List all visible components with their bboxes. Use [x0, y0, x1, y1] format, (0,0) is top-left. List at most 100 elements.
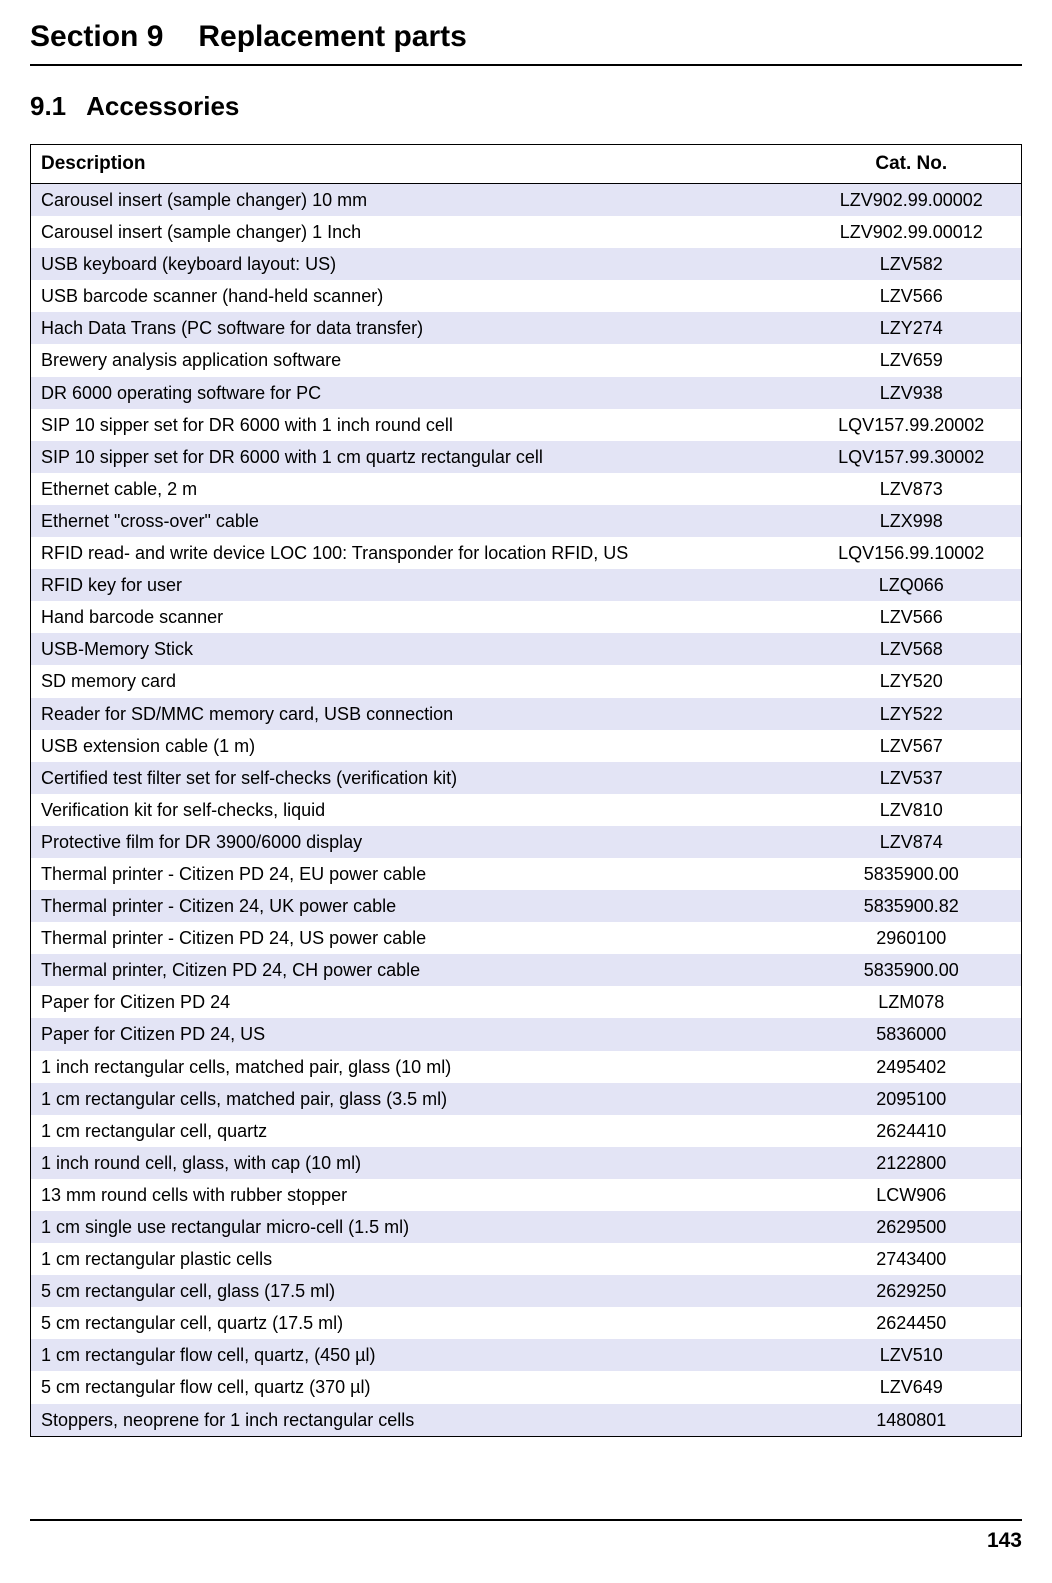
cell-description: Carousel insert (sample changer) 10 mm	[31, 184, 802, 217]
table-row: 1 cm rectangular cells, matched pair, gl…	[31, 1083, 1022, 1115]
subsection-number: 9.1	[30, 91, 66, 122]
cell-catno: LZV873	[802, 473, 1022, 505]
cell-description: USB barcode scanner (hand-held scanner)	[31, 280, 802, 312]
table-row: 1 cm rectangular plastic cells2743400	[31, 1243, 1022, 1275]
cell-catno: LZV938	[802, 377, 1022, 409]
cell-catno: 5836000	[802, 1018, 1022, 1050]
header-description: Description	[31, 145, 802, 184]
cell-description: Paper for Citizen PD 24	[31, 986, 802, 1018]
page: Section 9Replacement parts 9.1 Accessorie…	[0, 0, 1052, 1583]
cell-description: 1 cm rectangular flow cell, quartz, (450…	[31, 1339, 802, 1371]
cell-description: 1 inch round cell, glass, with cap (10 m…	[31, 1147, 802, 1179]
cell-description: USB extension cable (1 m)	[31, 730, 802, 762]
cell-catno: LZM078	[802, 986, 1022, 1018]
table-row: 13 mm round cells with rubber stopperLCW…	[31, 1179, 1022, 1211]
cell-description: Ethernet cable, 2 m	[31, 473, 802, 505]
table-row: Reader for SD/MMC memory card, USB conne…	[31, 698, 1022, 730]
cell-catno: 5835900.82	[802, 890, 1022, 922]
cell-catno: LQV157.99.20002	[802, 409, 1022, 441]
table-body: Carousel insert (sample changer) 10 mmLZ…	[31, 184, 1022, 1437]
cell-catno: LZV566	[802, 601, 1022, 633]
table-row: USB extension cable (1 m)LZV567	[31, 730, 1022, 762]
page-number: 143	[987, 1529, 1022, 1552]
cell-catno: LZV510	[802, 1339, 1022, 1371]
cell-catno: LZV567	[802, 730, 1022, 762]
table-row: Thermal printer - Citizen PD 24, EU powe…	[31, 858, 1022, 890]
table-row: Paper for Citizen PD 24LZM078	[31, 986, 1022, 1018]
table-row: Stoppers, neoprene for 1 inch rectangula…	[31, 1404, 1022, 1437]
table-row: RFID read- and write device LOC 100: Tra…	[31, 537, 1022, 569]
table-row: 1 inch round cell, glass, with cap (10 m…	[31, 1147, 1022, 1179]
cell-catno: LZV874	[802, 826, 1022, 858]
cell-description: SIP 10 sipper set for DR 6000 with 1 cm …	[31, 441, 802, 473]
section-title: Section 9Replacement parts	[30, 20, 1022, 66]
cell-catno: 2095100	[802, 1083, 1022, 1115]
cell-catno: 2495402	[802, 1051, 1022, 1083]
cell-description: 1 cm single use rectangular micro-cell (…	[31, 1211, 802, 1243]
cell-description: Verification kit for self-checks, liquid	[31, 794, 802, 826]
table-row: 5 cm rectangular cell, quartz (17.5 ml)2…	[31, 1307, 1022, 1339]
page-footer: 143	[30, 1519, 1022, 1553]
table-row: USB-Memory StickLZV568	[31, 633, 1022, 665]
cell-catno: LQV157.99.30002	[802, 441, 1022, 473]
cell-catno: 2122800	[802, 1147, 1022, 1179]
cell-catno: LZV582	[802, 248, 1022, 280]
cell-description: Hach Data Trans (PC software for data tr…	[31, 312, 802, 344]
cell-catno: LZY520	[802, 665, 1022, 697]
cell-description: Thermal printer, Citizen PD 24, CH power…	[31, 954, 802, 986]
cell-catno: LZV902.99.00002	[802, 184, 1022, 217]
cell-description: 5 cm rectangular flow cell, quartz (370 …	[31, 1371, 802, 1403]
table-header-row: Description Cat. No.	[31, 145, 1022, 184]
table-row: Thermal printer - Citizen PD 24, US powe…	[31, 922, 1022, 954]
table-row: Hach Data Trans (PC software for data tr…	[31, 312, 1022, 344]
table-row: Verification kit for self-checks, liquid…	[31, 794, 1022, 826]
table-row: RFID key for userLZQ066	[31, 569, 1022, 601]
cell-description: 5 cm rectangular cell, glass (17.5 ml)	[31, 1275, 802, 1307]
cell-catno: 1480801	[802, 1404, 1022, 1437]
cell-catno: 2624410	[802, 1115, 1022, 1147]
cell-catno: LZV568	[802, 633, 1022, 665]
table-row: 1 cm single use rectangular micro-cell (…	[31, 1211, 1022, 1243]
cell-catno: LZV902.99.00012	[802, 216, 1022, 248]
cell-catno: LZY522	[802, 698, 1022, 730]
subsection-name: Accessories	[86, 91, 239, 121]
table-row: 1 cm rectangular flow cell, quartz, (450…	[31, 1339, 1022, 1371]
cell-description: RFID key for user	[31, 569, 802, 601]
cell-description: Carousel insert (sample changer) 1 Inch	[31, 216, 802, 248]
table-row: Ethernet "cross-over" cableLZX998	[31, 505, 1022, 537]
cell-description: RFID read- and write device LOC 100: Tra…	[31, 537, 802, 569]
cell-description: Thermal printer - Citizen PD 24, US powe…	[31, 922, 802, 954]
cell-description: Brewery analysis application software	[31, 344, 802, 376]
cell-catno: LZV659	[802, 344, 1022, 376]
table-row: 1 inch rectangular cells, matched pair, …	[31, 1051, 1022, 1083]
header-catno: Cat. No.	[802, 145, 1022, 184]
cell-description: Hand barcode scanner	[31, 601, 802, 633]
table-row: Thermal printer - Citizen 24, UK power c…	[31, 890, 1022, 922]
cell-description: DR 6000 operating software for PC	[31, 377, 802, 409]
table-row: Carousel insert (sample changer) 1 InchL…	[31, 216, 1022, 248]
cell-description: Ethernet "cross-over" cable	[31, 505, 802, 537]
cell-catno: LZQ066	[802, 569, 1022, 601]
cell-catno: LZV566	[802, 280, 1022, 312]
cell-description: Stoppers, neoprene for 1 inch rectangula…	[31, 1404, 802, 1437]
cell-catno: LCW906	[802, 1179, 1022, 1211]
cell-catno: LQV156.99.10002	[802, 537, 1022, 569]
table-row: SIP 10 sipper set for DR 6000 with 1 inc…	[31, 409, 1022, 441]
parts-table: Description Cat. No. Carousel insert (sa…	[30, 144, 1022, 1437]
table-row: Ethernet cable, 2 mLZV873	[31, 473, 1022, 505]
cell-description: Paper for Citizen PD 24, US	[31, 1018, 802, 1050]
cell-description: 1 inch rectangular cells, matched pair, …	[31, 1051, 802, 1083]
table-row: SD memory cardLZY520	[31, 665, 1022, 697]
table-row: Carousel insert (sample changer) 10 mmLZ…	[31, 184, 1022, 217]
subsection-title: 9.1 Accessories	[30, 91, 1022, 122]
cell-catno: LZX998	[802, 505, 1022, 537]
cell-description: 1 cm rectangular plastic cells	[31, 1243, 802, 1275]
table-row: Protective film for DR 3900/6000 display…	[31, 826, 1022, 858]
table-row: 5 cm rectangular flow cell, quartz (370 …	[31, 1371, 1022, 1403]
table-row: SIP 10 sipper set for DR 6000 with 1 cm …	[31, 441, 1022, 473]
cell-description: SD memory card	[31, 665, 802, 697]
table-row: 1 cm rectangular cell, quartz2624410	[31, 1115, 1022, 1147]
table-row: Hand barcode scannerLZV566	[31, 601, 1022, 633]
cell-description: Protective film for DR 3900/6000 display	[31, 826, 802, 858]
cell-catno: LZV537	[802, 762, 1022, 794]
